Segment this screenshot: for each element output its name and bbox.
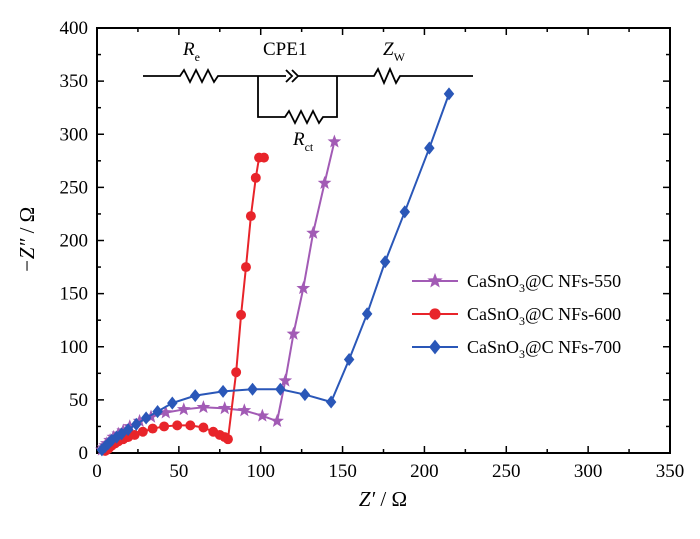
point-series-1: [429, 308, 441, 320]
point-series-1: [172, 420, 183, 431]
x-tick-label: 250: [492, 461, 521, 482]
circuit-main-wire: [143, 66, 473, 86]
y-tick-label: 250: [60, 177, 89, 198]
series-0: [95, 134, 342, 456]
point-series-1: [259, 152, 269, 163]
point-series-0: [317, 175, 332, 189]
point-series-2: [122, 423, 134, 437]
point-series-2: [140, 411, 152, 425]
plot-frame: [96, 27, 671, 454]
y-axis-unit: / Ω: [15, 207, 39, 239]
point-series-1: [129, 429, 140, 440]
point-series-2: [399, 205, 411, 219]
y-tick-label: 150: [60, 284, 89, 305]
x-tick-label: 50: [169, 461, 188, 482]
point-series-0: [217, 401, 232, 415]
point-series-2: [131, 417, 142, 431]
y-tick-label: 200: [60, 231, 89, 252]
point-series-0: [237, 403, 252, 417]
legend: CaSnO3@C NFs-550 CaSnO3@C NFs-600 CaSnO3@C…: [412, 271, 621, 361]
y-tick-label: 350: [60, 71, 89, 92]
point-series-2: [443, 87, 455, 101]
point-series-2: [167, 396, 178, 410]
y-tick-label: 300: [60, 124, 89, 145]
point-series-1: [159, 421, 170, 432]
y-tick-label: 0: [79, 443, 89, 464]
legend-item-2: CaSnO3@C NFs-700: [412, 337, 621, 361]
x-tick-labels: 0 50 100 150 200 250 300 350: [92, 461, 684, 482]
point-series-2: [424, 141, 435, 155]
point-series-2: [325, 395, 337, 409]
y-tick-label: 400: [60, 18, 89, 39]
point-series-2: [247, 382, 258, 396]
zw-label: ZW: [383, 39, 406, 64]
series-line-2: [101, 93, 450, 451]
legend-item-0: CaSnO3@C NFs-550: [412, 271, 621, 295]
x-tick-label: 100: [246, 461, 275, 482]
re-label: Re: [182, 39, 200, 64]
legend-label: CaSnO3@C NFs-600: [467, 304, 621, 328]
x-axis-unit: / Ω: [375, 487, 407, 511]
point-series-0: [158, 405, 173, 419]
point-series-0: [132, 413, 147, 427]
point-series-0: [176, 402, 191, 416]
x-tick-label: 0: [92, 461, 102, 482]
legend-item-1: CaSnO3@C NFs-600: [412, 304, 621, 328]
point-series-1: [185, 420, 196, 431]
x-tick-label: 200: [410, 461, 439, 482]
x-axis-var: Z′: [359, 487, 376, 511]
point-series-0: [270, 413, 284, 427]
rct-label: Rct: [292, 129, 314, 154]
circuit-parallel-branch: [257, 76, 338, 126]
point-series-2: [217, 384, 229, 398]
point-series-1: [137, 426, 148, 437]
y-tick-label: 100: [60, 337, 89, 358]
axis-ticks: [96, 27, 671, 454]
x-axis-title: Z′ / Ω: [359, 487, 407, 511]
point-series-2: [361, 307, 373, 321]
point-series-0: [255, 408, 270, 422]
point-series-2: [379, 255, 391, 269]
legend-label: CaSnO3@C NFs-700: [467, 337, 621, 361]
point-series-2: [275, 382, 286, 396]
x-tick-label: 350: [656, 461, 685, 482]
point-series-2: [429, 339, 441, 355]
point-series-1: [236, 309, 247, 320]
point-series-1: [198, 422, 209, 433]
point-series-0: [327, 134, 342, 148]
point-series-2: [343, 352, 355, 367]
legend-label: CaSnO3@C NFs-550: [467, 271, 621, 295]
point-series-0: [427, 272, 443, 288]
point-series-0: [286, 326, 301, 340]
point-series-0: [196, 400, 211, 414]
y-axis-title: −Z″ / Ω: [15, 207, 39, 274]
x-tick-label: 300: [574, 461, 603, 482]
point-series-2: [152, 405, 163, 419]
point-series-1: [231, 367, 242, 378]
point-series-1: [147, 423, 158, 434]
series-layer: [95, 87, 455, 457]
y-axis-var: −Z″: [15, 238, 39, 273]
point-series-0: [296, 281, 311, 295]
cpe-label: CPE1: [263, 39, 307, 60]
point-series-2: [189, 389, 201, 403]
series-2: [96, 87, 455, 457]
equivalent-circuit: Re CPE1 ZW Rct: [143, 39, 473, 154]
point-series-1: [250, 172, 261, 183]
point-series-0: [278, 373, 293, 387]
point-series-2: [299, 388, 311, 402]
y-tick-label: 50: [69, 390, 88, 411]
y-tick-labels: 0 50 100 150 200 250 300 350 400: [60, 18, 89, 464]
series-line-0: [101, 141, 336, 451]
point-series-1: [241, 262, 251, 273]
point-series-1: [223, 434, 233, 445]
point-series-0: [306, 225, 320, 239]
point-series-1: [245, 211, 256, 222]
x-tick-label: 150: [328, 461, 357, 482]
